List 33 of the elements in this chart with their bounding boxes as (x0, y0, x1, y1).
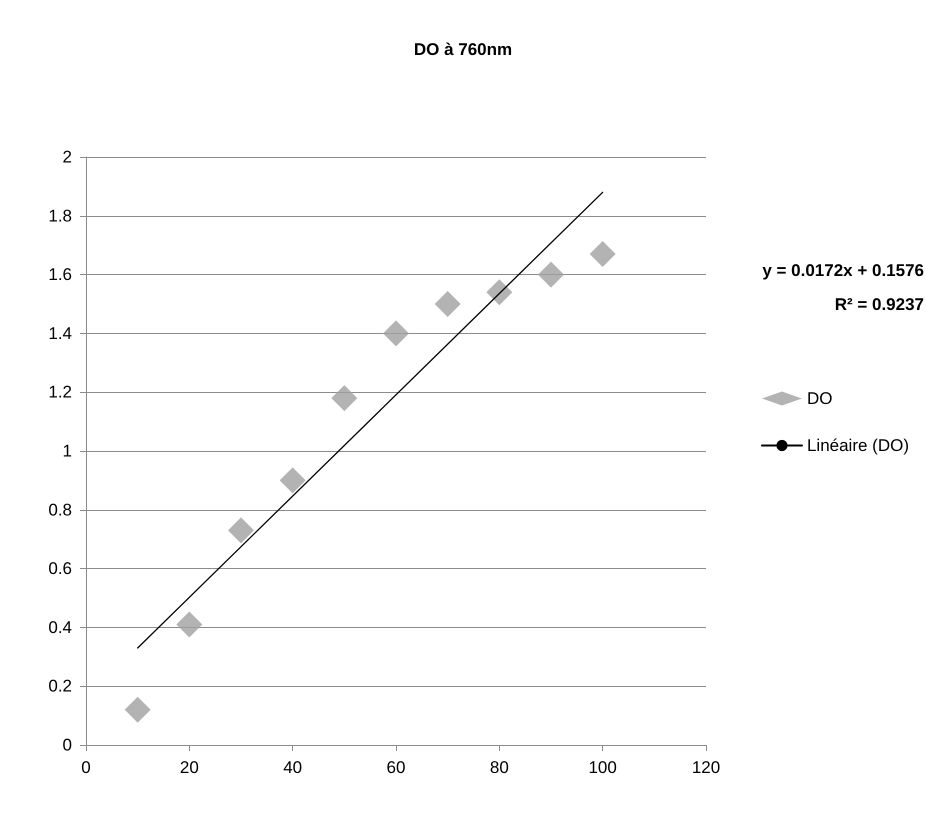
point (486, 279, 512, 306)
y-tick-label: 1.6 (48, 265, 72, 284)
x-tick-label: 60 (386, 758, 406, 777)
y-tick-label: 1.2 (48, 382, 72, 402)
y-tick-label: 2 (62, 148, 72, 166)
y-tick-label: 0.6 (48, 559, 72, 578)
x-tick-label: 100 (588, 758, 617, 777)
point (176, 611, 202, 638)
x-tick-label: 40 (283, 758, 302, 777)
point (434, 291, 461, 317)
x-tick-label: 120 (692, 758, 720, 777)
point (124, 696, 151, 723)
point (590, 241, 616, 268)
x-tick-label: 20 (180, 758, 199, 777)
point (228, 517, 254, 544)
point (331, 385, 358, 412)
legend-label: DO (806, 389, 832, 408)
point (280, 467, 306, 494)
y-tick-label: 0.2 (48, 676, 72, 696)
x-tick-label: 0 (81, 758, 91, 777)
x-tick-label: 80 (490, 758, 509, 777)
y-tick-label: 1 (62, 442, 72, 460)
point (383, 320, 409, 346)
y-tick-label: 0.8 (48, 500, 72, 520)
y-tick-label: 1.4 (48, 324, 72, 343)
text: y = 0.0172x + 0.1576 (762, 261, 924, 280)
y-tick-label: 0.4 (48, 618, 72, 637)
y-tick-label: 1.8 (48, 206, 72, 226)
text: R² = 0.9237 (834, 295, 924, 314)
point (538, 262, 564, 288)
legend-label: Linéaire (DO) (806, 436, 910, 455)
y-tick-label: 0 (62, 736, 72, 754)
chart-title: DO à 760nm (414, 40, 512, 59)
